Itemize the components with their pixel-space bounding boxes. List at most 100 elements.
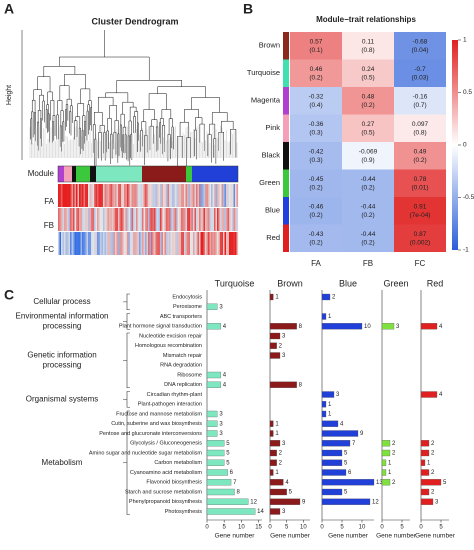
track-cell [133,184,135,207]
module-title: Red [427,278,444,288]
cell-value: 0.78 [414,176,427,183]
track-cell [122,232,125,255]
track-cell [226,232,228,255]
bar [420,323,438,330]
track-cell [157,184,159,207]
track-cell [134,184,137,207]
track-cell [145,184,147,207]
x-tick-label: 10 [359,525,366,531]
bar-value-label: 4 [223,324,227,330]
bar [381,469,387,476]
group-label: Metabolism [42,458,83,467]
panel-b-title: Module−trait relationships [316,15,416,24]
track-cell [188,184,191,207]
track-cell [169,208,171,231]
track-cell [100,184,102,207]
bar-value-label: 1 [388,460,392,466]
cell-value: 0.097 [412,121,429,128]
track-cell [160,184,162,207]
bar [381,440,391,447]
track-cell [164,208,167,231]
track-cell [190,232,192,255]
track-cell [110,208,113,231]
track-cell [214,232,216,255]
track-cell [106,184,108,207]
heat-cell [290,169,342,197]
track-cell [137,184,140,207]
track-cell [77,184,80,207]
heat-cell [342,197,394,225]
track-cell [86,184,89,207]
track-cell [91,184,93,207]
heat-cell [342,59,394,87]
track-cell [223,184,225,207]
heat-cell [342,87,394,115]
cell-p-value: (0.8) [413,129,426,136]
pathway-label: Fructose and mannose metabolism [116,411,202,417]
track-cell [197,208,200,231]
track-cell [122,184,125,207]
track-cell [200,232,203,255]
track-cell [137,232,140,255]
track-cell [202,208,204,231]
cell-value: -0.44 [361,176,376,183]
track-cell [226,208,228,231]
track-cell [101,232,104,255]
bar-value-label: 4 [223,373,227,379]
track-cell [95,184,98,207]
track-cell [127,184,129,207]
bar-value-label: 3 [396,324,400,330]
track-cell [170,208,173,231]
track-cell [83,208,86,231]
track-cell [86,208,89,231]
track-cell [172,184,174,207]
x-axis-label: Gene number [415,533,456,540]
track-cell [152,184,155,207]
bar [206,508,256,515]
track-cell [179,184,182,207]
bar-value-label: 2 [332,295,336,301]
track-cell [206,232,209,255]
track-cell [133,208,135,231]
row-label: Blue [265,206,280,215]
track-cell [167,208,170,231]
track-cell [79,184,81,207]
pathway-label: Homologous recombination [135,343,202,349]
trait-tracks: Module FA FB FC [28,169,239,255]
track-cell [220,208,222,231]
track-cell [113,208,116,231]
track-cell [214,184,216,207]
bar-value-label: 4 [340,421,344,427]
track-cell [187,184,189,207]
bar-value-label: 2 [431,470,435,476]
track-cell [191,232,194,255]
track-cell [176,184,179,207]
group-label: processing [43,321,82,330]
track-label: FC [43,245,54,254]
track-cell [188,208,191,231]
track-cell [71,184,74,207]
track-cell [161,184,164,207]
row-color [283,114,289,142]
bar-value-label: 14 [257,509,264,515]
track-cell [206,208,209,231]
track-cell [206,184,209,207]
track-cell [65,208,68,231]
pathway-label: Mismatch repair [163,353,202,359]
heat-cell [290,87,342,115]
row-label: Green [259,178,280,187]
track-cell [170,184,173,207]
bar [381,479,391,486]
track-cell [181,232,183,255]
track-cell [154,232,156,255]
pathway-bars: Endocytosis Peroxisome Cellular process ABC… [16,278,456,539]
bar [269,420,274,427]
bar [321,498,371,505]
track-cell [224,232,227,255]
cell-p-value: (0.5) [361,129,374,136]
track-cell [181,184,183,207]
track-cell [200,184,203,207]
track-cell [215,232,218,255]
track-cell [89,232,92,255]
track-cell [214,208,216,231]
